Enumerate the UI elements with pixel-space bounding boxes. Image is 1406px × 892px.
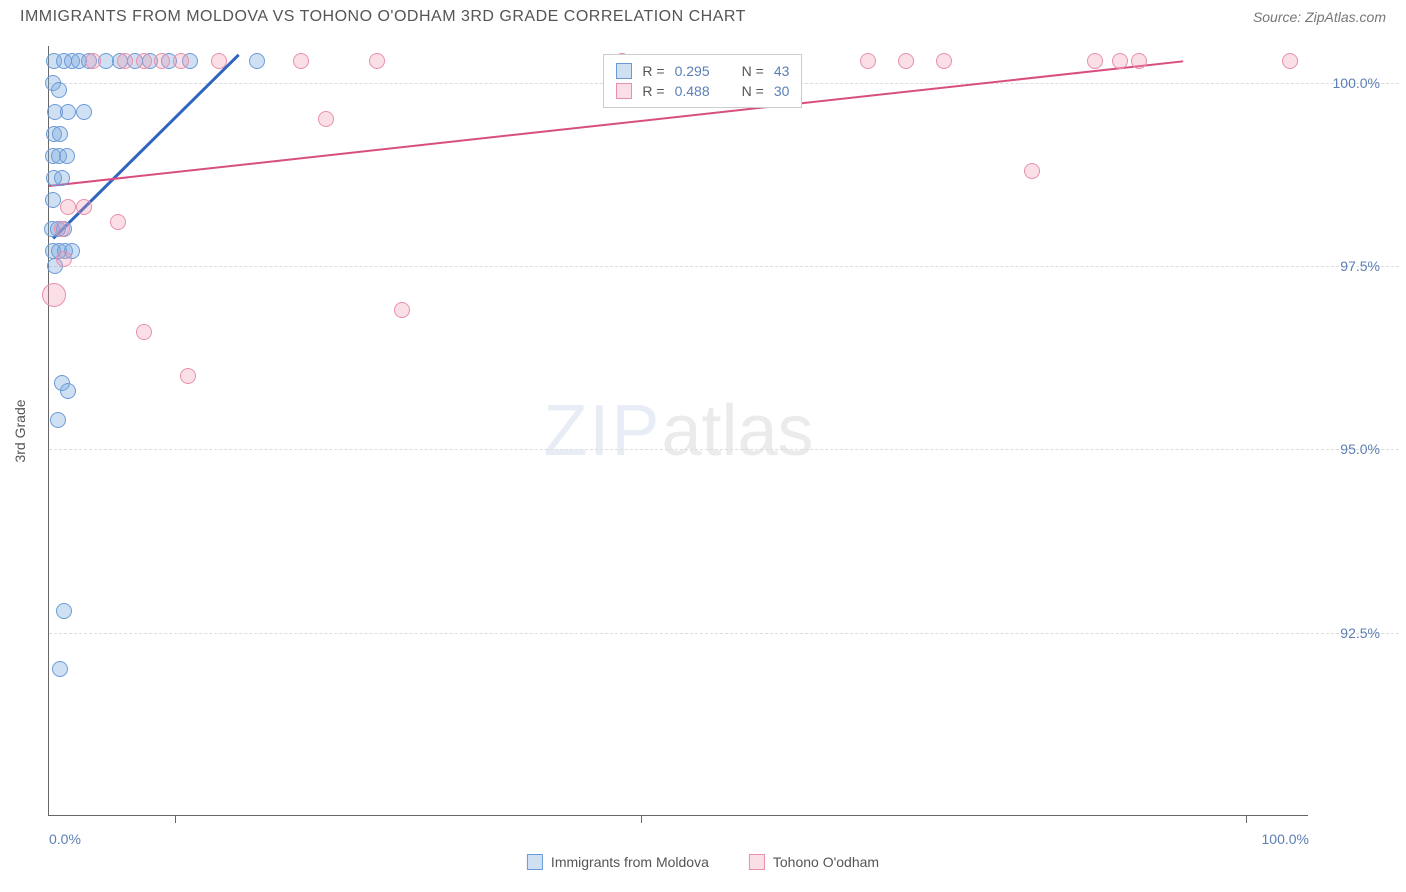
data-point (45, 192, 61, 208)
data-point (1282, 53, 1298, 69)
x-tick (1246, 815, 1247, 823)
legend-item: Immigrants from Moldova (527, 854, 709, 870)
data-point (1112, 53, 1128, 69)
legend-label: Immigrants from Moldova (551, 854, 709, 870)
data-point (180, 368, 196, 384)
data-point (1024, 163, 1040, 179)
stats-legend-row: R = 0.295 N = 43 (616, 61, 789, 81)
header: IMMIGRANTS FROM MOLDOVA VS TOHONO O'ODHA… (0, 0, 1406, 30)
data-point (249, 53, 265, 69)
data-point (936, 53, 952, 69)
gridline (49, 449, 1399, 450)
r-value: 0.488 (675, 83, 710, 99)
r-value: 0.295 (675, 63, 710, 79)
data-point (369, 53, 385, 69)
data-point (898, 53, 914, 69)
data-point (110, 214, 126, 230)
legend-swatch (527, 854, 543, 870)
data-point (60, 199, 76, 215)
y-axis-label: 3rd Grade (12, 399, 28, 462)
data-point (318, 111, 334, 127)
data-point (54, 221, 70, 237)
r-label: R = (642, 63, 664, 79)
data-point (50, 412, 66, 428)
x-tick (641, 815, 642, 823)
legend-swatch (616, 83, 632, 99)
data-point (1131, 53, 1147, 69)
data-point (154, 53, 170, 69)
y-tick-label: 97.5% (1340, 258, 1380, 274)
r-label: R = (642, 83, 664, 99)
stats-legend: R = 0.295 N = 43 R = 0.488 N = 30 (603, 54, 802, 108)
data-point (56, 251, 72, 267)
data-point (394, 302, 410, 318)
n-value: 43 (774, 63, 790, 79)
chart-container: 3rd Grade ZIPatlas 100.0%97.5%95.0%92.5%… (48, 46, 1368, 816)
source-attribution: Source: ZipAtlas.com (1253, 9, 1386, 25)
data-point (52, 126, 68, 142)
data-point (59, 148, 75, 164)
gridline (49, 266, 1399, 267)
data-point (211, 53, 227, 69)
x-tick (175, 815, 176, 823)
chart-title: IMMIGRANTS FROM MOLDOVA VS TOHONO O'ODHA… (20, 8, 746, 26)
data-point (136, 324, 152, 340)
data-point (76, 104, 92, 120)
data-point (117, 53, 133, 69)
data-point (56, 603, 72, 619)
x-tick-label: 100.0% (1262, 831, 1309, 847)
data-point (136, 53, 152, 69)
data-point (60, 383, 76, 399)
data-point (60, 104, 76, 120)
legend-swatch (616, 63, 632, 79)
stats-legend-row: R = 0.488 N = 30 (616, 81, 789, 101)
gridline (49, 633, 1399, 634)
data-point (293, 53, 309, 69)
legend-item: Tohono O'odham (749, 854, 879, 870)
data-point (860, 53, 876, 69)
data-point (42, 283, 66, 307)
legend-swatch (749, 854, 765, 870)
legend-label: Tohono O'odham (773, 854, 879, 870)
x-tick-label: 0.0% (49, 831, 81, 847)
y-tick-label: 100.0% (1333, 75, 1380, 91)
bottom-legend: Immigrants from Moldova Tohono O'odham (527, 854, 879, 870)
data-point (85, 53, 101, 69)
data-point (173, 53, 189, 69)
watermark: ZIPatlas (543, 390, 813, 472)
data-point (76, 199, 92, 215)
data-point (1087, 53, 1103, 69)
y-tick-label: 95.0% (1340, 441, 1380, 457)
n-label: N = (742, 83, 764, 99)
n-label: N = (742, 63, 764, 79)
data-point (51, 82, 67, 98)
plot-area: ZIPatlas 100.0%97.5%95.0%92.5%0.0%100.0%… (48, 46, 1308, 816)
data-point (52, 661, 68, 677)
data-point (54, 170, 70, 186)
y-tick-label: 92.5% (1340, 625, 1380, 641)
n-value: 30 (774, 83, 790, 99)
